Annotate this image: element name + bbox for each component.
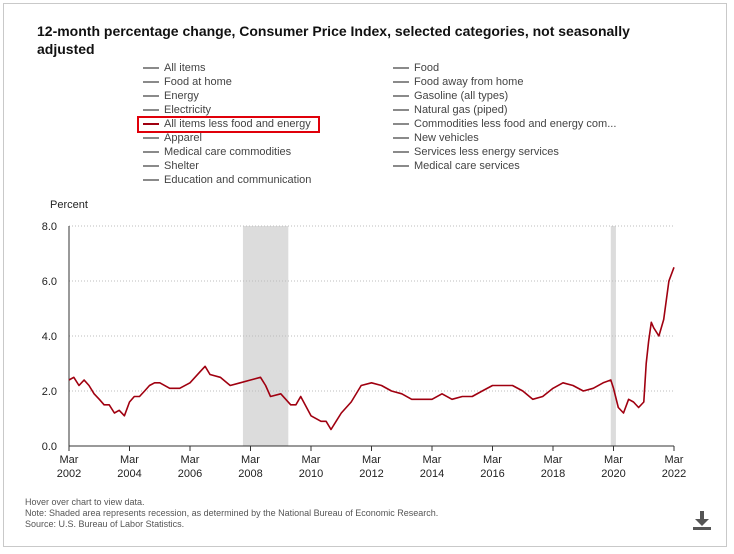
y-tick-label: 8.0 bbox=[42, 221, 57, 233]
legend-swatch bbox=[393, 109, 409, 111]
legend-item[interactable]: All items bbox=[143, 61, 206, 75]
legend-swatch bbox=[393, 165, 409, 167]
legend-label: New vehicles bbox=[414, 132, 479, 144]
legend-label: Medical care commodities bbox=[164, 146, 292, 158]
x-tick-label-year: 2002 bbox=[57, 468, 81, 480]
legend-swatch bbox=[143, 109, 159, 111]
x-tick-label-year: 2018 bbox=[541, 468, 565, 480]
legend-label: Natural gas (piped) bbox=[414, 104, 508, 116]
x-tick-label-month: Mar bbox=[60, 454, 79, 466]
legend-label: Electricity bbox=[164, 104, 212, 116]
x-tick-label-month: Mar bbox=[362, 454, 381, 466]
legend-swatch bbox=[143, 67, 159, 69]
y-tick-label: 6.0 bbox=[42, 276, 57, 288]
legend-label: All items bbox=[164, 62, 206, 74]
x-tick-label-year: 2020 bbox=[601, 468, 625, 480]
legend-item[interactable]: New vehicles bbox=[393, 131, 479, 145]
x-tick-label-month: Mar bbox=[483, 454, 502, 466]
footnotes: Hover over chart to view data. Note: Sha… bbox=[25, 497, 438, 530]
legend-item[interactable]: Electricity bbox=[143, 103, 211, 117]
x-tick-label-year: 2010 bbox=[299, 468, 323, 480]
chart-title: 12-month percentage change, Consumer Pri… bbox=[37, 23, 630, 57]
legend-swatch bbox=[393, 95, 409, 97]
legend-swatch bbox=[393, 81, 409, 83]
x-tick-label-year: 2006 bbox=[178, 468, 202, 480]
legend-label: Gasoline (all types) bbox=[414, 90, 509, 102]
legend-item[interactable]: Gasoline (all types) bbox=[393, 89, 508, 103]
legend-item[interactable]: Medical care services bbox=[393, 159, 520, 173]
legend-label: Shelter bbox=[164, 160, 199, 172]
x-tick-label-year: 2014 bbox=[420, 468, 444, 480]
legend-item[interactable]: Natural gas (piped) bbox=[393, 103, 508, 117]
legend-item[interactable]: Apparel bbox=[143, 131, 202, 145]
x-tick-label-year: 2004 bbox=[117, 468, 141, 480]
download-icon[interactable] bbox=[691, 509, 713, 531]
legend-swatch bbox=[143, 151, 159, 153]
legend-item[interactable]: Shelter bbox=[143, 159, 199, 173]
x-tick-label-month: Mar bbox=[120, 454, 139, 466]
x-tick-label-month: Mar bbox=[302, 454, 321, 466]
legend-swatch bbox=[393, 67, 409, 69]
x-tick-label-month: Mar bbox=[665, 454, 684, 466]
x-tick-label-month: Mar bbox=[544, 454, 563, 466]
legend-swatch bbox=[393, 151, 409, 153]
x-tick-label-month: Mar bbox=[423, 454, 442, 466]
x-tick-label-year: 2022 bbox=[662, 468, 686, 480]
legend-highlight-box bbox=[137, 116, 320, 133]
legend-item[interactable]: Education and communication bbox=[143, 173, 311, 187]
legend-label: Commodities less food and energy com... bbox=[414, 118, 617, 130]
legend-label: All items less food and energy bbox=[164, 118, 311, 130]
recession-band bbox=[242, 226, 289, 446]
legend-item[interactable]: Medical care commodities bbox=[143, 145, 291, 159]
legend-label: Education and communication bbox=[164, 174, 312, 186]
recession-band bbox=[610, 226, 616, 446]
footnote-hover: Hover over chart to view data. bbox=[25, 497, 145, 507]
legend-item[interactable]: Services less energy services bbox=[393, 145, 559, 159]
legend-item[interactable]: Commodities less food and energy com... bbox=[393, 117, 616, 131]
legend-item[interactable]: Food away from home bbox=[393, 75, 523, 89]
legend-swatch bbox=[143, 165, 159, 167]
legend-label: Apparel bbox=[164, 132, 202, 144]
y-tick-label: 4.0 bbox=[42, 331, 57, 343]
legend-item[interactable]: Energy bbox=[143, 89, 199, 103]
legend-swatch bbox=[393, 137, 409, 139]
chart-panel bbox=[3, 3, 727, 547]
legend-swatch bbox=[143, 137, 159, 139]
series-line bbox=[68, 267, 675, 431]
x-tick-label-month: Mar bbox=[181, 454, 200, 466]
x-tick-label-year: 2008 bbox=[238, 468, 262, 480]
legend-item[interactable]: Food bbox=[393, 61, 439, 75]
y-tick-label: 2.0 bbox=[42, 386, 57, 398]
legend-label: Medical care services bbox=[414, 160, 520, 172]
x-tick-label-month: Mar bbox=[241, 454, 260, 466]
legend-swatch bbox=[143, 81, 159, 83]
legend-swatch bbox=[143, 123, 159, 125]
legend-swatch bbox=[393, 123, 409, 125]
y-tick-label: 0.0 bbox=[42, 441, 57, 453]
legend-item[interactable]: All items less food and energy bbox=[143, 117, 311, 131]
legend-swatch bbox=[143, 179, 159, 181]
legend-label: Food bbox=[414, 62, 440, 74]
legend-item[interactable]: Food at home bbox=[143, 75, 232, 89]
x-tick-label-year: 2016 bbox=[480, 468, 504, 480]
legend-swatch bbox=[143, 95, 159, 97]
legend-label: Food at home bbox=[164, 76, 232, 88]
footnote-source: Source: U.S. Bureau of Labor Statistics. bbox=[25, 519, 185, 529]
legend-label: Energy bbox=[164, 90, 199, 102]
footnote-note: Note: Shaded area represents recession, … bbox=[25, 508, 439, 518]
legend-label: Services less energy services bbox=[414, 146, 559, 158]
y-axis-label: Percent bbox=[50, 199, 88, 211]
x-tick-label-month: Mar bbox=[604, 454, 623, 466]
legend-label: Food away from home bbox=[414, 76, 524, 88]
x-tick-label-year: 2012 bbox=[359, 468, 383, 480]
